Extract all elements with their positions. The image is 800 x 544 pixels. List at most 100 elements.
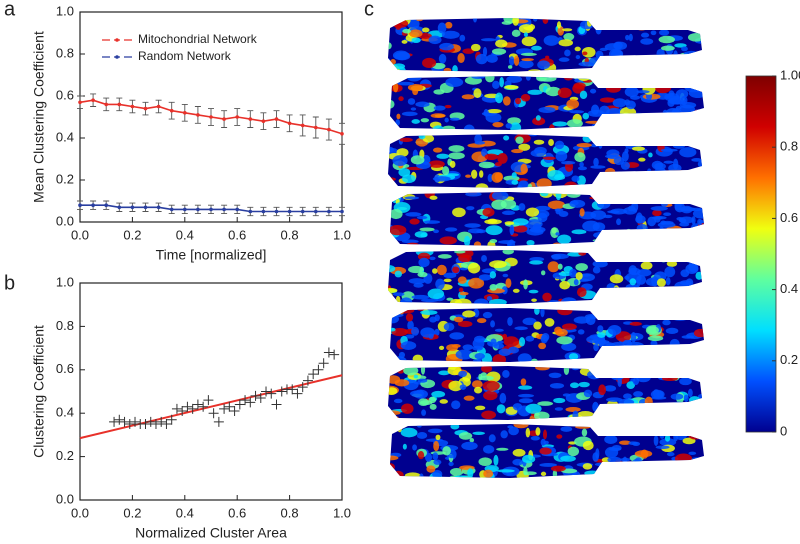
texture-blob xyxy=(541,270,546,276)
texture-blob xyxy=(618,440,631,445)
texture-blob xyxy=(550,465,566,472)
colorbar-tick-label: 1.00 xyxy=(780,67,800,82)
texture-blob xyxy=(420,310,438,315)
texture-blob xyxy=(403,366,419,376)
point xyxy=(183,111,187,115)
texture-blob xyxy=(458,370,468,378)
texture-blob xyxy=(442,446,451,456)
texture-blob xyxy=(570,366,581,371)
texture-blob xyxy=(694,299,702,304)
texture-blob xyxy=(405,334,415,339)
texture-blob xyxy=(446,344,458,352)
texture-blob xyxy=(478,161,495,169)
texture-blob xyxy=(703,224,704,230)
texture-blob xyxy=(483,469,494,478)
texture-blob xyxy=(631,406,643,418)
texture-blob xyxy=(636,224,648,233)
texture-blob xyxy=(483,109,489,117)
texture-blob xyxy=(578,251,587,256)
texture-blob xyxy=(525,207,540,217)
texture-blob xyxy=(406,242,419,246)
texture-blob xyxy=(613,308,631,313)
texture-blob xyxy=(659,61,676,71)
texture-blob xyxy=(567,446,580,457)
texture-blob xyxy=(654,167,667,179)
texture-blob xyxy=(646,326,659,335)
texture-blob xyxy=(646,66,656,72)
texture-blob xyxy=(562,393,571,397)
texture-blob xyxy=(444,104,452,109)
texture-blob xyxy=(613,413,620,420)
texture-blob xyxy=(534,308,540,315)
texture-blob xyxy=(686,347,699,357)
texture-blob xyxy=(635,212,643,224)
texture-blob xyxy=(537,60,550,70)
texture-blob xyxy=(465,192,482,197)
texture-blob xyxy=(637,466,645,475)
colorbar-tick-label: 0.2 xyxy=(780,352,798,367)
texture-blob xyxy=(434,314,440,322)
x-tick-label: 1.0 xyxy=(333,227,351,242)
texture-blob xyxy=(428,160,445,168)
texture-blob xyxy=(601,424,612,430)
texture-blob xyxy=(445,77,464,87)
texture-blob xyxy=(688,396,701,404)
texture-blob xyxy=(634,450,653,458)
texture-blob xyxy=(673,50,678,60)
texture-blob xyxy=(489,260,507,269)
texture-blob xyxy=(700,140,702,150)
texture-blob xyxy=(388,62,392,72)
plot-frame xyxy=(79,282,343,501)
point xyxy=(187,403,198,414)
texture-blob xyxy=(607,325,622,336)
texture-blob xyxy=(587,366,600,372)
texture-blob xyxy=(535,427,541,436)
texture-blob xyxy=(641,134,648,141)
texture-blob xyxy=(587,370,602,380)
x-tick-label: 0.0 xyxy=(71,227,89,242)
texture-blob xyxy=(645,277,661,287)
texture-blob xyxy=(537,212,548,223)
texture-blob xyxy=(523,32,528,38)
texture-blob xyxy=(622,456,628,464)
texture-blob xyxy=(613,250,627,256)
texture-blob xyxy=(589,196,606,200)
texture-blob xyxy=(625,100,636,110)
texture-blob xyxy=(548,139,554,147)
texture-blob xyxy=(660,357,671,362)
texture-blob xyxy=(551,253,562,260)
texture-blob xyxy=(632,441,641,446)
texture-blob xyxy=(439,345,445,351)
texture-blob xyxy=(664,473,680,478)
texture-blob xyxy=(617,67,625,72)
texture-blob xyxy=(612,61,625,69)
texture-blob xyxy=(673,18,683,26)
texture-blob xyxy=(521,36,537,47)
texture-blob xyxy=(617,238,627,246)
y-tick-label: 0.4 xyxy=(56,405,74,420)
cell-texture xyxy=(390,308,704,362)
texture-blob xyxy=(697,160,702,168)
legend-label: Random Network xyxy=(138,49,232,63)
texture-blob xyxy=(448,145,465,153)
texture-blob xyxy=(561,297,577,304)
cell-image xyxy=(390,308,704,362)
texture-blob xyxy=(515,136,524,144)
point xyxy=(248,209,253,214)
texture-blob xyxy=(498,240,516,244)
texture-blob xyxy=(671,314,689,321)
texture-blob xyxy=(427,288,445,300)
texture-blob xyxy=(529,260,544,265)
panel-label: b xyxy=(4,272,15,294)
texture-blob xyxy=(693,472,701,478)
texture-blob xyxy=(692,208,704,219)
texture-blob xyxy=(390,209,403,220)
texture-blob xyxy=(461,94,475,100)
texture-blob xyxy=(531,298,537,302)
texture-blob xyxy=(511,29,521,37)
point xyxy=(117,205,122,210)
texture-blob xyxy=(540,471,547,477)
texture-blob xyxy=(498,348,511,357)
texture-blob xyxy=(465,174,472,178)
texture-blob xyxy=(512,288,520,293)
